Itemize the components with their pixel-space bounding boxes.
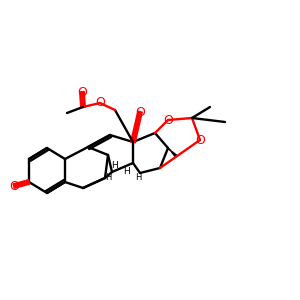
- Text: O: O: [77, 85, 87, 98]
- Text: O: O: [95, 97, 105, 110]
- Text: O: O: [135, 106, 145, 118]
- Text: H: H: [123, 167, 129, 176]
- Text: H: H: [135, 173, 141, 182]
- Text: O: O: [195, 134, 205, 146]
- Text: O: O: [163, 113, 173, 127]
- Text: O: O: [9, 179, 19, 193]
- Text: H: H: [105, 173, 111, 182]
- Text: H: H: [111, 160, 117, 169]
